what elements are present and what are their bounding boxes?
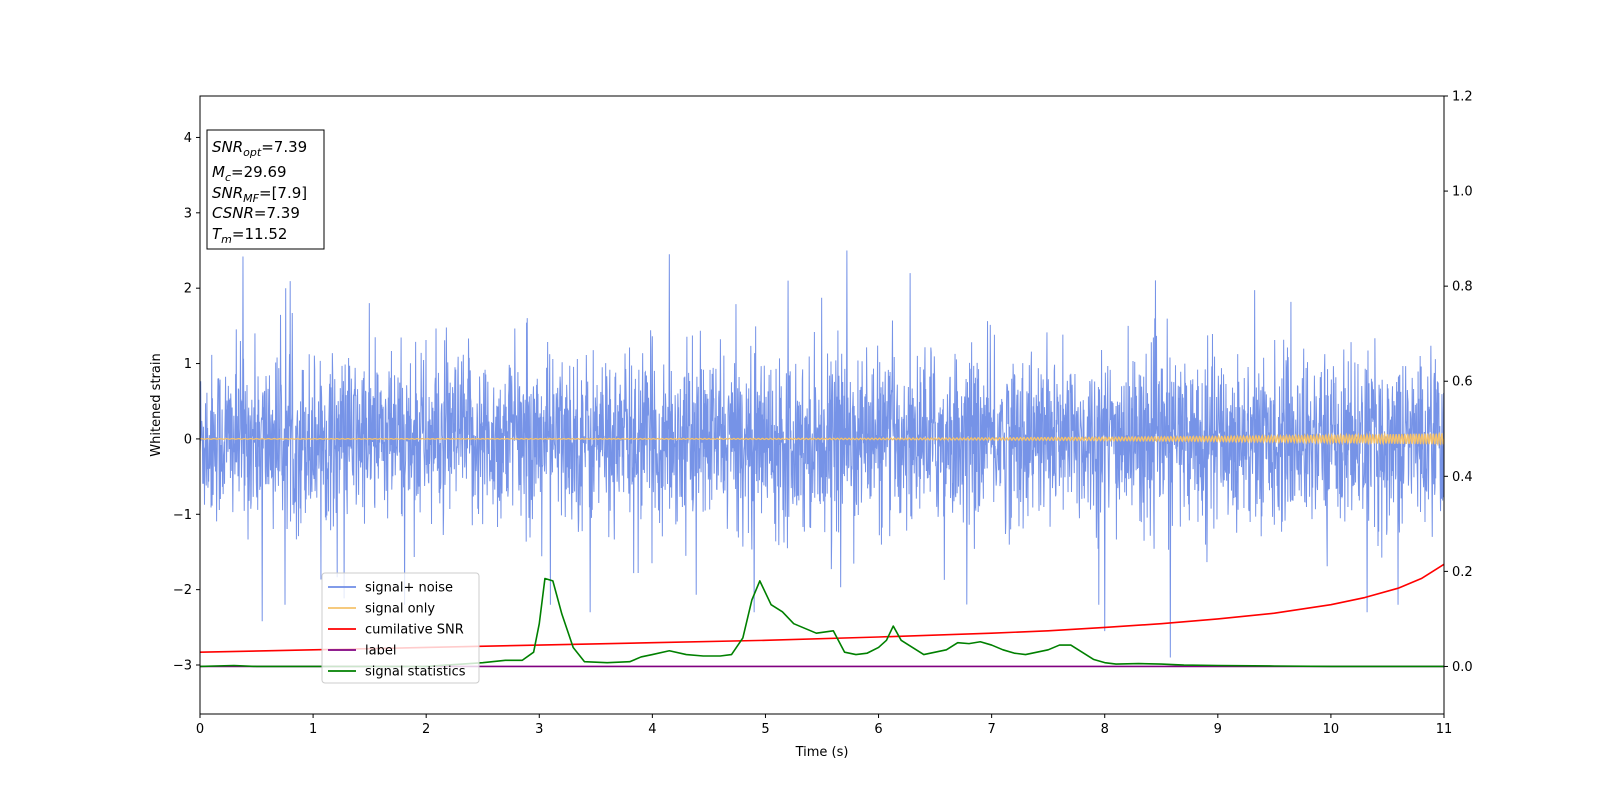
legend-item-signal-noise: signal+ noise: [328, 581, 453, 596]
y2-tick-label: 1.0: [1452, 185, 1473, 200]
legend-item-signal-statistics: signal statistics: [328, 665, 466, 680]
info-symbol: SNR: [212, 184, 243, 202]
x-tick-label: 3: [535, 722, 543, 737]
x-tick-label: 7: [987, 722, 995, 737]
y-tick-label: −1: [173, 508, 192, 523]
info-subscript: c: [225, 171, 231, 184]
x-axis-label: Time (s): [795, 745, 849, 760]
y-tick-label: 2: [184, 282, 192, 297]
y-tick-label: 4: [184, 131, 192, 146]
info-value: =[7.9]: [259, 184, 307, 202]
y2-tick-label: 0.4: [1452, 470, 1473, 485]
y2-tick-label: 1.2: [1452, 90, 1473, 105]
y2-tick-label: 0.6: [1452, 375, 1473, 390]
y-axis-label: Whitened strain: [149, 353, 164, 456]
x-tick-label: 9: [1214, 722, 1222, 737]
legend-label: signal statistics: [365, 665, 466, 680]
info-subscript: MF: [243, 192, 259, 205]
legend: signal+ noise signal only cumilative SNR la…: [321, 572, 480, 684]
info-value: =7.39: [261, 138, 307, 156]
info-value: =7.39: [254, 204, 300, 222]
info-value: =29.69: [231, 163, 287, 181]
legend-label: label: [365, 644, 396, 659]
info-box-line: Mc=29.69: [212, 163, 287, 184]
series-cumulative-snr-line: [200, 563, 1444, 653]
legend-item-cumulative-snr: cumilative SNR: [328, 623, 464, 638]
info-box-line: SNRMF=[7.9]: [212, 184, 307, 205]
plot-frame: [199, 95, 1445, 715]
info-subscript: opt: [243, 146, 262, 159]
x-axis: 0 1 2 3 4 5 6 7 8 9 10 11: [196, 714, 1452, 737]
y-axis-left: −3 −2 −1 0 1 2 3 4: [173, 131, 200, 674]
y2-tick-label: 0.2: [1452, 565, 1473, 580]
info-value: =11.52: [232, 225, 288, 243]
y2-tick-label: 0.8: [1452, 280, 1473, 295]
series-signal-statistics-line: [200, 577, 1444, 668]
series-signal-noise-line: [200, 250, 1444, 658]
legend-label: signal+ noise: [365, 581, 453, 596]
info-box-line: Tm=11.52: [212, 225, 287, 246]
legend-frame: [321, 572, 480, 684]
info-box-line: SNRopt=7.39: [212, 138, 307, 159]
x-tick-label: 10: [1323, 722, 1340, 737]
x-tick-label: 8: [1101, 722, 1109, 737]
x-tick-label: 2: [422, 722, 430, 737]
x-tick-label: 1: [309, 722, 317, 737]
info-symbol: CSNR: [212, 204, 254, 222]
y-tick-label: 1: [184, 357, 192, 372]
info-box: SNRopt=7.39Mc=29.69SNRMF=[7.9]CSNR=7.39T…: [206, 129, 325, 250]
legend-label: cumilative SNR: [365, 623, 464, 638]
y-tick-label: 0: [184, 432, 192, 447]
y-tick-label: −3: [173, 659, 192, 674]
x-tick-label: 4: [648, 722, 656, 737]
x-tick-label: 0: [196, 722, 204, 737]
x-tick-label: 11: [1436, 722, 1453, 737]
legend-item-label: label: [328, 644, 396, 659]
legend-label: signal only: [365, 602, 435, 617]
legend-item-signal-only: signal only: [328, 602, 435, 617]
info-symbol: T: [212, 225, 223, 243]
info-symbol: M: [212, 163, 225, 181]
info-symbol: SNR: [212, 138, 243, 156]
x-tick-label: 6: [874, 722, 882, 737]
y-tick-label: −2: [173, 583, 192, 598]
y-tick-label: 3: [184, 206, 192, 221]
series-signal-only-line: [200, 431, 1444, 447]
x-tick-label: 5: [761, 722, 769, 737]
info-box-line: CSNR=7.39: [212, 204, 300, 222]
y2-tick-label: 0.0: [1452, 660, 1473, 675]
info-box-frame: [206, 129, 325, 250]
y-axis-right: 0.0 0.2 0.4 0.6 0.8 1.0 1.2: [1444, 90, 1473, 675]
info-subscript: m: [221, 233, 232, 246]
